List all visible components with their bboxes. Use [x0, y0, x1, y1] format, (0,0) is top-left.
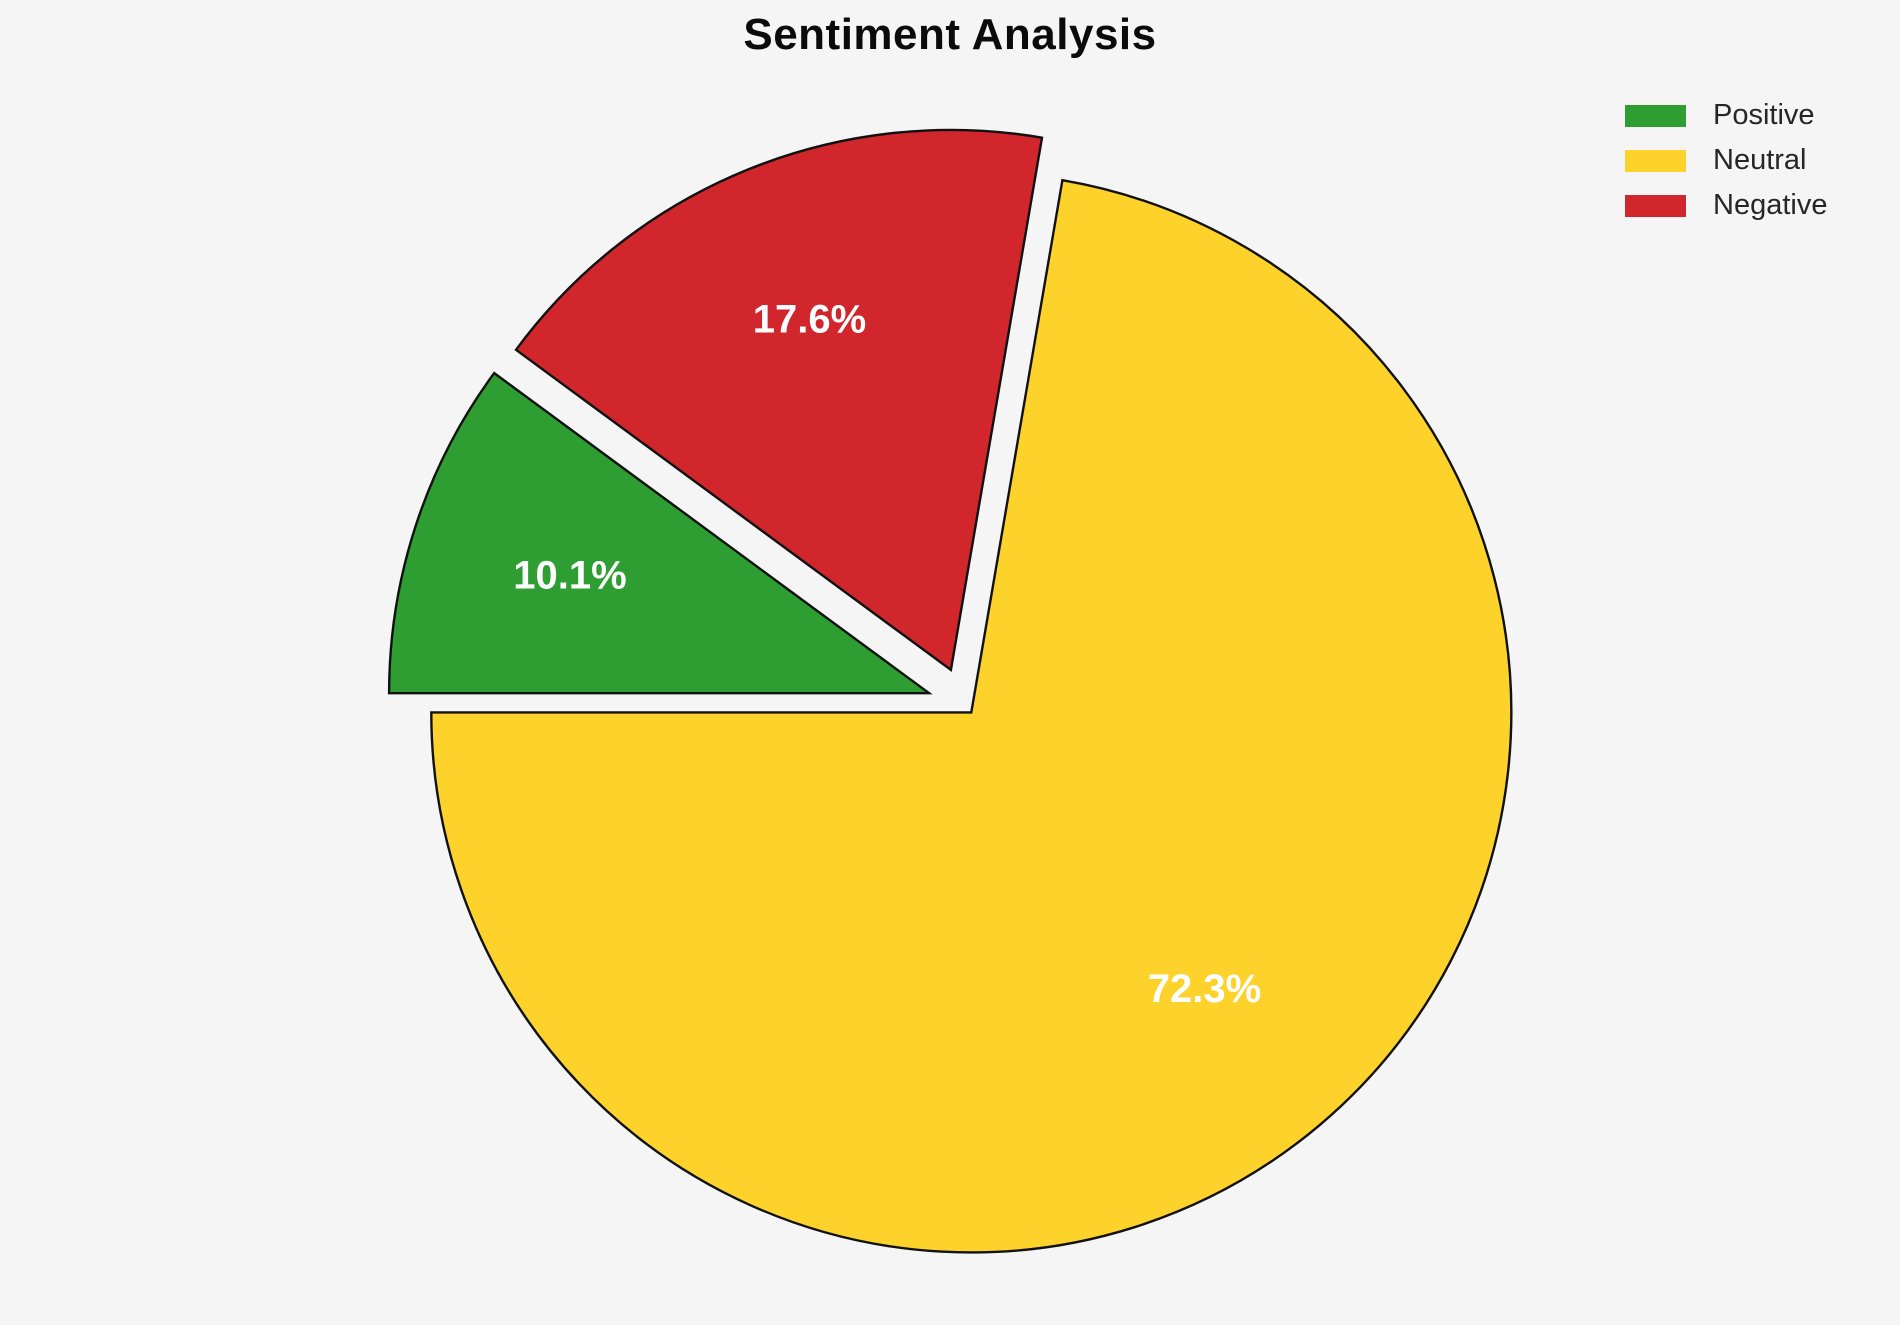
- slice-positive: [387, 371, 933, 695]
- slice-neutral: [430, 178, 1513, 1254]
- legend-item-positive: Positive: [1625, 99, 1827, 132]
- legend-label-positive: Positive: [1713, 99, 1815, 131]
- legend-swatch-neutral: [1625, 149, 1686, 172]
- legend: Positive Neutral Negative: [1625, 99, 1827, 222]
- slice-negative: [514, 128, 1044, 673]
- legend-swatch-positive: [1625, 104, 1686, 127]
- slice-label-positive: 10.1%: [513, 553, 626, 597]
- legend-item-negative: Negative: [1625, 189, 1827, 222]
- legend-label-negative: Negative: [1713, 189, 1828, 221]
- slice-label-neutral: 72.3%: [1148, 967, 1261, 1011]
- legend-item-neutral: Neutral: [1625, 144, 1827, 177]
- legend-label-neutral: Neutral: [1713, 144, 1807, 176]
- slice-label-negative: 17.6%: [753, 297, 866, 341]
- chart-title: Sentiment Analysis: [743, 10, 1157, 59]
- legend-swatch-negative: [1625, 194, 1686, 217]
